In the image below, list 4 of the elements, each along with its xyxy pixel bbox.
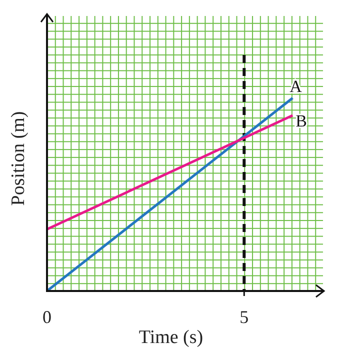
x-tick-label: 0: [42, 307, 52, 327]
y-axis-title: Position (m): [8, 111, 29, 206]
x-tick-label: 5: [240, 307, 249, 327]
x-axis-title: Time (s): [138, 327, 204, 348]
